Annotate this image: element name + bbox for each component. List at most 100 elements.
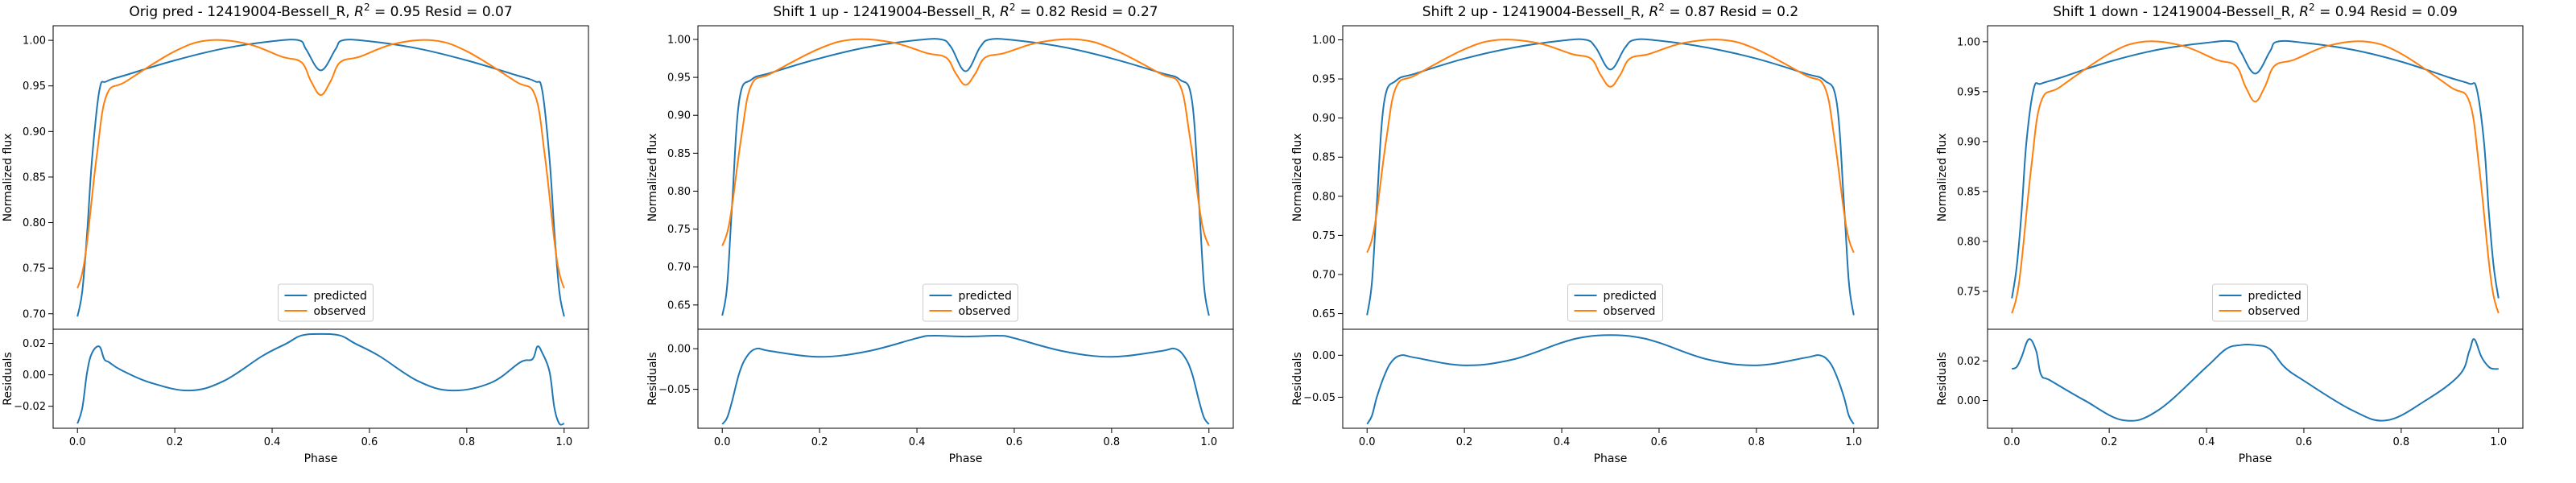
title-sup: 2	[1009, 2, 1016, 13]
residual-axes-frame	[52, 328, 589, 429]
legend-label-predicted: predicted	[1604, 290, 1657, 303]
flux-ytick-label: 0.80	[1957, 236, 1980, 248]
residual-ytick-label: 0.00	[23, 369, 46, 382]
legend: predicted observed	[2212, 283, 2308, 322]
phase-xtick-label: 0.6	[361, 436, 378, 448]
flux-ytick-label: 0.80	[667, 186, 691, 198]
phase-xtick-label: 0.6	[1651, 436, 1668, 448]
flux-axes-frame	[1987, 25, 2524, 330]
phase-xtick-label: 0.6	[1006, 436, 1023, 448]
flux-ytick-label: 0.75	[1312, 230, 1335, 242]
residual-ytick-label: 0.00	[1957, 395, 1980, 407]
title-prefix: Shift 2 up - 12419004-Bessell_R,	[1422, 4, 1649, 20]
residual-line	[721, 335, 1210, 425]
flux-ytick-label: 0.90	[667, 110, 691, 122]
residual-axes: −0.05 0.00 0.0 0.2 0.4 0.6 0.8 1.0 Residuals Phas…	[646, 328, 1234, 465]
flux-ylabel: Normalized flux	[1936, 134, 1949, 222]
title-suffix: = 0.87 Resid = 0.2	[1665, 4, 1798, 20]
chart-title: Shift 2 up - 12419004-Bessell_R, R2 = 0.…	[1422, 2, 1798, 20]
flux-axes: 0.70 0.75 0.80 0.85 0.90 0.95 1.00 Normalized f…	[2, 25, 589, 330]
flux-ytick-label: 1.00	[23, 35, 46, 47]
flux-axes: 0.65 0.70 0.75 0.80 0.85 0.90 0.95 1.00 Normaliz…	[1291, 25, 1879, 330]
residual-ylabel: Residuals	[1936, 352, 1949, 405]
residual-ylabel: Residuals	[646, 352, 659, 405]
phase-xlabel: Phase	[304, 452, 338, 465]
flux-ytick-label: 0.90	[23, 126, 46, 138]
residual-ylabel: Residuals	[2, 352, 14, 405]
flux-ytick-label: 0.70	[1312, 269, 1335, 281]
legend: predicted observed	[278, 283, 374, 322]
residual-ytick-label: 0.02	[1957, 356, 1980, 368]
phase-xlabel: Phase	[1594, 452, 1628, 465]
phase-xtick-label: 0.2	[167, 436, 184, 448]
residual-ytick-label: 0.02	[23, 338, 46, 350]
title-r: R	[1649, 4, 1658, 20]
flux-ytick-label: 0.95	[1957, 86, 1980, 98]
flux-ytick-label: 0.80	[1312, 191, 1335, 203]
phase-xtick-label: 0.8	[1104, 436, 1121, 448]
flux-ytick-label: 0.75	[23, 263, 46, 275]
flux-ytick-label: 0.95	[23, 80, 46, 93]
legend-box	[1567, 283, 1663, 322]
phase-xtick-label: 0.8	[2393, 436, 2410, 448]
phase-xlabel: Phase	[949, 452, 983, 465]
flux-ytick-label: 0.85	[23, 171, 46, 184]
legend-box	[2212, 283, 2308, 322]
flux-ytick-label: 0.95	[1312, 74, 1335, 86]
flux-ytick-label: 0.90	[1957, 136, 1980, 148]
title-prefix: Shift 1 down - 12419004-Bessell_R,	[2053, 4, 2299, 20]
flux-axes: 0.65 0.70 0.75 0.80 0.85 0.90 0.95 1.00 Normaliz…	[646, 25, 1234, 330]
title-prefix: Orig pred - 12419004-Bessell_R,	[129, 4, 354, 20]
phase-xtick-label: 0.4	[909, 436, 926, 448]
residual-line	[1366, 334, 1855, 425]
phase-xtick-label: 1.0	[1845, 436, 1862, 448]
flux-ytick-label: 1.00	[1957, 36, 1980, 48]
legend: predicted observed	[923, 283, 1018, 322]
series-line-predicted	[2011, 39, 2500, 299]
flux-ytick-label: 0.65	[1312, 308, 1335, 320]
residual-ytick-label: 0.00	[1312, 350, 1335, 362]
flux-axes: 0.75 0.80 0.85 0.90 0.95 1.00 Normalized flux p…	[1936, 25, 2524, 330]
flux-ytick-label: 0.90	[1312, 113, 1335, 125]
chart-panel-3: Shift 2 up - 12419004-Bessell_R, R2 = 0.…	[1291, 2, 1879, 465]
residual-axes: −0.02 0.00 0.02 0.0 0.2 0.4 0.6 0.8 1.0 Residuals…	[2, 328, 589, 465]
flux-ytick-label: 0.95	[667, 72, 691, 85]
title-suffix: = 0.94 Resid = 0.09	[2315, 4, 2458, 20]
chart-panel-1: Orig pred - 12419004-Bessell_R, R2 = 0.9…	[2, 2, 589, 465]
chart-panel-4: Shift 1 down - 12419004-Bessell_R, R2 = …	[1936, 2, 2524, 465]
legend-box	[278, 283, 374, 322]
phase-xtick-label: 0.2	[811, 436, 828, 448]
legend: predicted observed	[1567, 283, 1663, 322]
flux-ylabel: Normalized flux	[1291, 134, 1304, 222]
residual-line	[76, 332, 565, 426]
flux-ytick-label: 0.65	[667, 299, 691, 312]
flux-ytick-label: 0.75	[1957, 286, 1980, 298]
residual-axes: −0.05 0.00 0.0 0.2 0.4 0.6 0.8 1.0 Residuals Phas…	[1291, 328, 1879, 465]
residual-ytick-label: −0.05	[658, 384, 691, 396]
legend-label-observed: observed	[314, 305, 366, 318]
flux-ytick-label: 0.85	[667, 148, 691, 160]
legend-label-observed: observed	[1604, 305, 1656, 318]
series-line-predicted	[721, 38, 1210, 316]
phase-xtick-label: 0.0	[2004, 436, 2021, 448]
flux-ytick-label: 1.00	[1312, 35, 1335, 47]
residual-axes-frame	[1342, 328, 1879, 429]
phase-xtick-label: 0.2	[2101, 436, 2118, 448]
flux-ylabel: Normalized flux	[2, 134, 14, 222]
series-line-observed	[76, 39, 565, 289]
phase-xtick-label: 0.4	[2198, 436, 2215, 448]
phase-xlabel: Phase	[2239, 452, 2273, 465]
phase-xtick-label: 0.8	[459, 436, 476, 448]
series-line-predicted	[76, 39, 565, 317]
title-sup: 2	[1658, 2, 1665, 13]
chart-title: Shift 1 down - 12419004-Bessell_R, R2 = …	[2053, 2, 2458, 20]
title-sup: 2	[364, 2, 370, 13]
title-r: R	[354, 4, 364, 20]
phase-xtick-label: 1.0	[555, 436, 572, 448]
chart-panel-2: Shift 1 up - 12419004-Bessell_R, R2 = 0.…	[646, 2, 1234, 465]
residual-line	[2011, 338, 2499, 422]
phase-xtick-label: 0.4	[264, 436, 281, 448]
legend-label-observed: observed	[2248, 305, 2301, 318]
phase-xtick-label: 0.0	[1359, 436, 1376, 448]
title-r: R	[2299, 4, 2309, 20]
